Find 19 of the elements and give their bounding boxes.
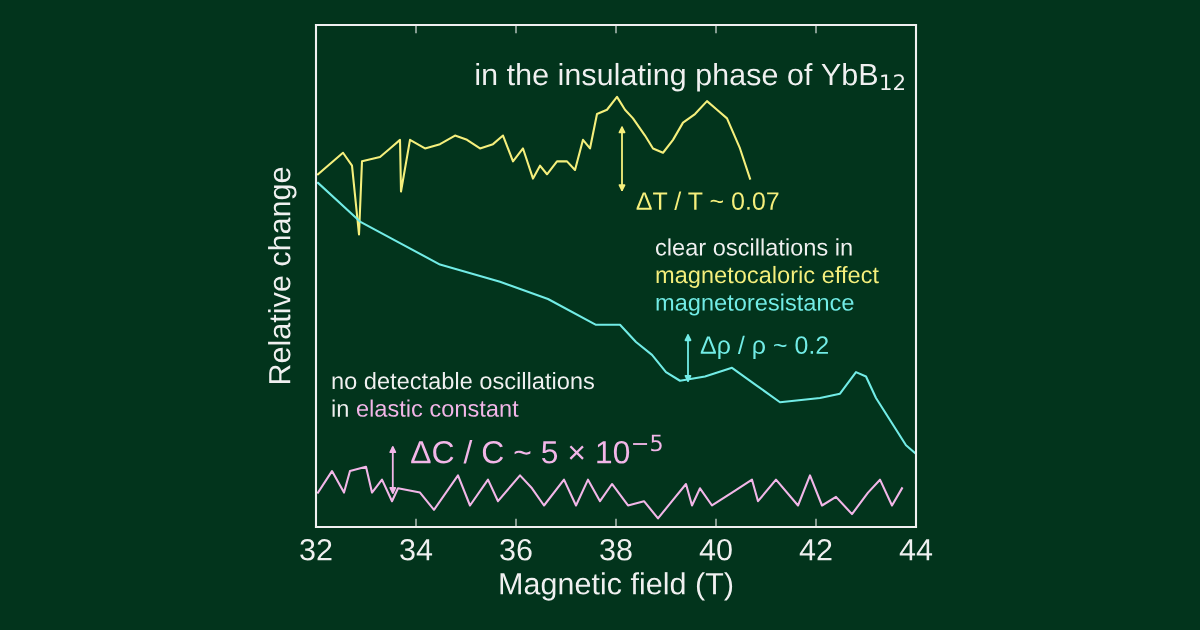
x-tick-label: 40 bbox=[699, 538, 732, 561]
y-axis-title: Relative change bbox=[268, 167, 297, 384]
annotation: clear oscillations in bbox=[656, 238, 852, 256]
annotation: ΔT / T ~ 0.07 bbox=[636, 191, 779, 210]
annotation: in bbox=[332, 399, 348, 417]
text: elastic constant bbox=[356, 399, 519, 417]
text: magnetocaloric effect bbox=[656, 265, 879, 288]
x-axis-title: Magnetic field (T) bbox=[500, 572, 733, 601]
x-tick-label: 32 bbox=[300, 538, 332, 561]
x-tick-label: 34 bbox=[400, 538, 433, 561]
annotation: no detectable oscillations bbox=[332, 371, 594, 390]
x-tick-label: 44 bbox=[899, 539, 933, 561]
series-label: magnetoresistance bbox=[656, 293, 854, 316]
annotation: Δρ / ρ ~ 0.2 bbox=[700, 335, 828, 359]
chart-title: in the insulating phase of YbB$_{12}$ bbox=[476, 62, 904, 92]
x-tick-label: 36 bbox=[500, 538, 532, 561]
x-tick-label: 42 bbox=[799, 538, 832, 561]
annotation: ΔC / C ~ 5 × 10$^{−5}$ bbox=[411, 434, 662, 464]
x-tick-label: 38 bbox=[600, 538, 632, 561]
